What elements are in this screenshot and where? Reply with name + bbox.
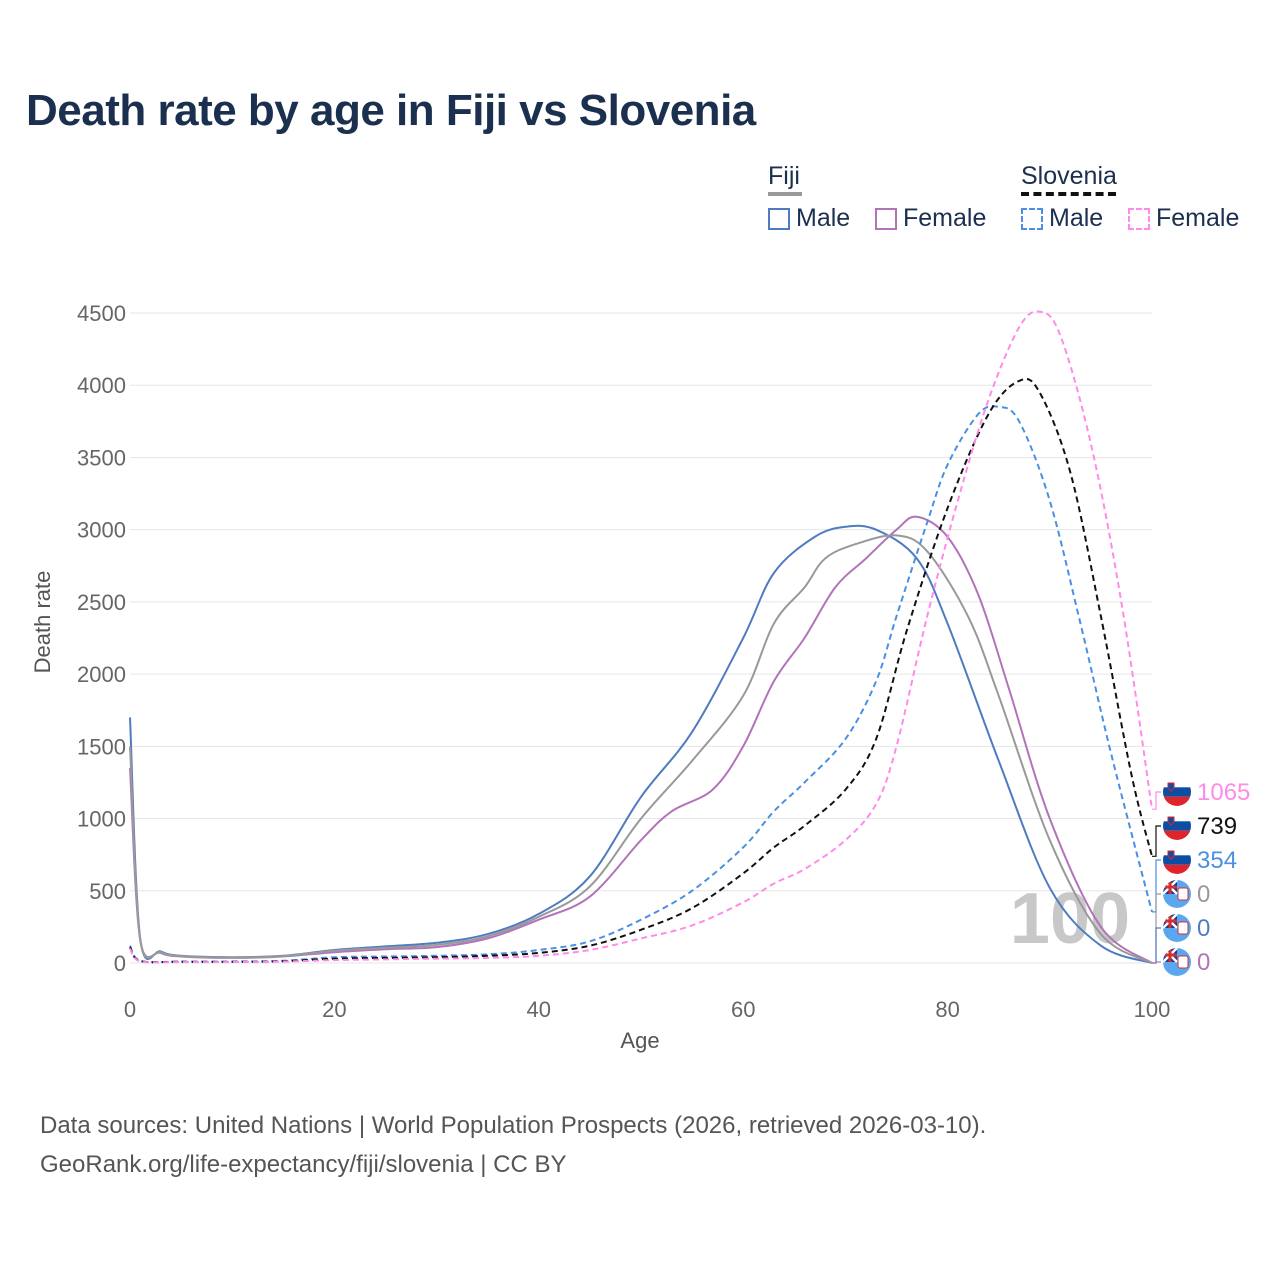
legend-group-slovenia-underline (1021, 192, 1116, 196)
end-label-slovenia-total: 739 (1197, 813, 1237, 840)
legend-label-fiji-male: Male (796, 204, 851, 232)
x-axis-label: Age (620, 1028, 659, 1053)
footer: Data sources: United Nations | World Pop… (40, 1106, 986, 1184)
end-connector-slovenia-male (1152, 859, 1161, 913)
footer-source: Data sources: United Nations | World Pop… (40, 1112, 987, 1139)
x-axis-tick-labels: 0 20 40 60 80 100 (124, 997, 1170, 1022)
y-tick-label-1000: 1000 (77, 807, 126, 832)
series-line-fiji-male[interactable] (129, 524, 1153, 964)
fiji-flag-icon (1163, 914, 1191, 942)
series-line-slovenia-total[interactable] (129, 377, 1153, 964)
end-connector-fiji-male (1152, 927, 1161, 964)
legend-label-slovenia-male: Male (1049, 204, 1104, 232)
end-label-slovenia-male: 354 (1197, 847, 1237, 874)
gridlines (130, 312, 1152, 964)
series-line-fiji-total[interactable] (129, 534, 1153, 964)
slovenia-flag-icon (1163, 778, 1191, 806)
legend-group-fiji-underline (768, 192, 802, 196)
y-axis-tick-labels: 0 500 1000 1500 2000 2500 3000 3500 4000 4500 (77, 301, 126, 976)
series-line-slovenia-male[interactable] (129, 405, 1153, 964)
y-tick-label-3500: 3500 (77, 445, 126, 470)
x-tick-label-40: 40 (527, 997, 551, 1022)
series-lines (129, 310, 1153, 964)
legend-label-fiji-female: Female (903, 204, 987, 232)
legend-swatch-slovenia-female (1128, 207, 1150, 230)
y-tick-label-3000: 3000 (77, 518, 126, 543)
end-label-slovenia-female: 1065 (1197, 779, 1250, 806)
x-tick-label-0: 0 (124, 997, 136, 1022)
y-tick-label-4000: 4000 (77, 373, 126, 398)
x-tick-label-60: 60 (731, 997, 755, 1022)
legend-swatch-fiji-male (768, 207, 790, 230)
end-labels: 1065 739 354 0 0 0 (1152, 778, 1250, 976)
x-tick-label-20: 20 (322, 997, 346, 1022)
legend-group-slovenia-title: Slovenia (1021, 162, 1117, 190)
chart-title: Death rate by age in Fiji vs Slovenia (26, 86, 756, 135)
y-tick-label-2000: 2000 (77, 662, 126, 687)
end-connector-slovenia-total (1152, 825, 1161, 857)
death-rate-chart: 100 050010001500200025003000350040004500… (30, 301, 1250, 1053)
y-tick-label-1500: 1500 (77, 734, 126, 759)
legend-group-fiji-title: Fiji (768, 162, 800, 190)
end-label-fiji-female: 0 (1197, 949, 1210, 976)
slovenia-flag-icon (1163, 846, 1191, 874)
y-axis-label: Death rate (30, 571, 55, 674)
legend: Fiji Male Female Slovenia Male Female (768, 162, 1248, 242)
end-connector-slovenia-female (1152, 791, 1161, 810)
legend-item-slovenia-male[interactable]: Male (1021, 204, 1103, 233)
fiji-flag-icon (1163, 948, 1191, 976)
end-label-fiji-total: 0 (1197, 881, 1210, 908)
end-label-fiji-male: 0 (1197, 915, 1210, 942)
end-connector-fiji-female (1152, 961, 1161, 964)
series-line-slovenia-female[interactable] (129, 310, 1153, 964)
y-tick-label-500: 500 (89, 879, 126, 904)
legend-item-slovenia-female[interactable]: Female (1128, 204, 1239, 233)
x-tick-label-80: 80 (935, 997, 959, 1022)
legend-label-slovenia-female: Female (1156, 204, 1240, 232)
y-tick-label-4500: 4500 (77, 301, 126, 326)
y-tick-label-0: 0 (114, 951, 126, 976)
legend-item-fiji-female[interactable]: Female (875, 204, 986, 233)
footer-link[interactable]: GeoRank.org/life-expectancy/fiji/sloveni… (40, 1151, 567, 1178)
series-line-fiji-female[interactable] (129, 515, 1153, 964)
fiji-flag-icon (1163, 880, 1191, 908)
y-tick-label-2500: 2500 (77, 590, 126, 615)
legend-item-fiji-male[interactable]: Male (768, 204, 850, 233)
legend-swatch-fiji-female (875, 207, 897, 230)
slovenia-flag-icon (1163, 812, 1191, 840)
x-tick-label-100: 100 (1134, 997, 1171, 1022)
legend-swatch-slovenia-male (1021, 207, 1043, 230)
